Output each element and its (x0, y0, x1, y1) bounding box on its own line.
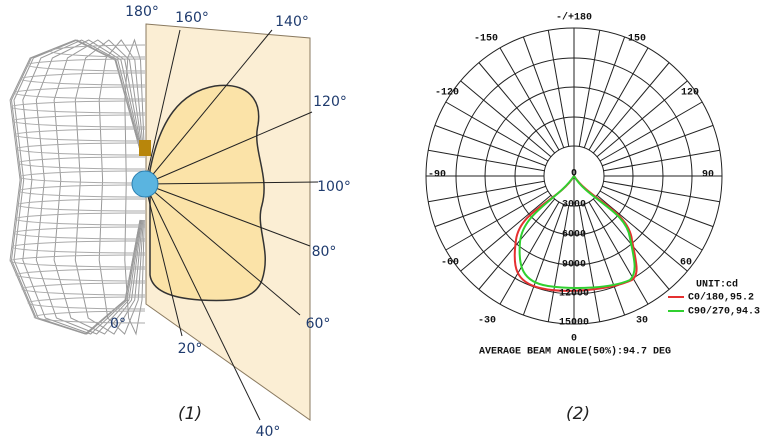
grid-spoke (579, 30, 599, 146)
angle-label: 60 (680, 258, 692, 269)
unit-label: UNIT:cd (696, 279, 738, 291)
angle-label: 140° (275, 14, 309, 30)
grid-spoke (428, 181, 544, 201)
caption: (1) (178, 404, 202, 424)
radial-label: 0 (571, 169, 577, 180)
radial-label: 6000 (562, 230, 586, 241)
angle-label: 100° (317, 179, 351, 195)
beam-angle-note: AVERAGE BEAM ANGLE(50%):94.7 DEG (479, 346, 671, 358)
grid-spoke (602, 125, 713, 165)
socket (139, 140, 151, 156)
angle-label: 0 (571, 334, 577, 345)
grid-spoke (604, 181, 720, 201)
legend-label: C90/270,94.3 (688, 306, 760, 318)
angle-label: -/+180 (556, 12, 592, 24)
figure: 180° 160° 140° 120° 100° 80° 60° 40° 20°… (0, 0, 776, 444)
grid-spoke (602, 186, 713, 226)
angle-label: -150 (474, 34, 498, 45)
angle-label: -90 (428, 170, 446, 181)
grid-spoke (604, 150, 720, 170)
angle-label: 0° (110, 316, 126, 332)
left-panel: 180° 160° 140° 120° 100° 80° 60° 40° 20°… (10, 4, 351, 440)
caption: (2) (566, 404, 590, 424)
grid-spoke (428, 150, 544, 170)
angle-label: 60° (306, 316, 331, 332)
grid-spoke (584, 37, 624, 148)
radial-label: 15000 (559, 318, 589, 329)
radial-label: 9000 (562, 260, 586, 271)
radial-label: 12000 (559, 289, 589, 300)
grid-spoke (523, 37, 563, 148)
angle-label: -30 (478, 316, 496, 327)
angle-label: -120 (435, 88, 459, 99)
angle-label: 120 (681, 88, 699, 99)
angle-label: 180° (125, 4, 159, 20)
right-panel: -/+180 150 -150 120 -120 90 -90 60 -60 3… (426, 12, 760, 424)
grid-spoke (435, 125, 546, 165)
angle-label: 120° (313, 94, 347, 110)
grid-spoke (584, 204, 624, 315)
angle-label: 20° (178, 341, 203, 357)
angle-label: -60 (441, 258, 459, 269)
grid-spoke (548, 30, 568, 146)
angle-label: 150 (628, 34, 646, 45)
radial-label: 3000 (562, 200, 586, 211)
angle-label: 90 (702, 170, 714, 181)
angle-label: 80° (312, 244, 337, 260)
bulb (132, 171, 158, 197)
angle-label: 160° (175, 10, 209, 26)
angle-label: 40° (256, 424, 281, 440)
wireframe (10, 40, 145, 334)
legend-label: C0/180,95.2 (688, 292, 754, 304)
angle-label: 30 (636, 316, 648, 327)
